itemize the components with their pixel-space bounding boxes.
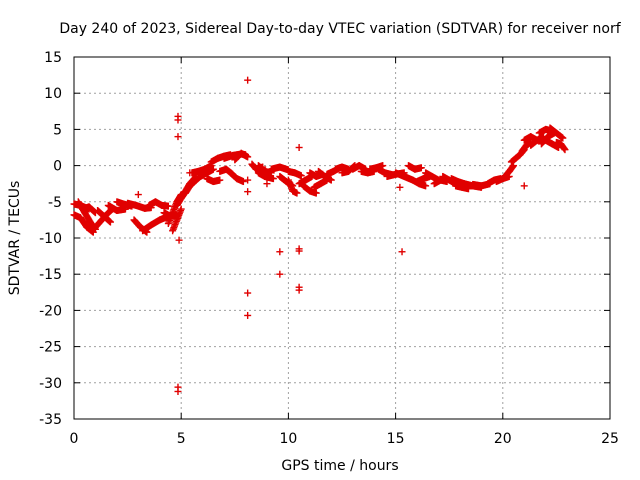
outlier-point xyxy=(174,116,182,124)
outlier-point xyxy=(175,236,183,244)
outlier-point xyxy=(295,144,303,151)
outlier-point xyxy=(520,182,528,190)
outlier-point xyxy=(134,191,142,199)
arc-point xyxy=(561,146,569,154)
x-tick-label: 15 xyxy=(387,431,405,447)
arc-point xyxy=(417,164,425,172)
x-tick-label: 20 xyxy=(494,431,512,447)
x-tick-label: 0 xyxy=(70,431,79,447)
arc-point xyxy=(293,189,301,197)
y-tick-label: 10 xyxy=(44,86,62,102)
chart-title: Day 240 of 2023, Sidereal Day-to-day VTE… xyxy=(59,21,621,37)
outlier-point xyxy=(186,169,194,177)
outlier-point xyxy=(276,270,284,278)
arc-point xyxy=(327,176,335,184)
outlier-point xyxy=(244,176,252,184)
outlier-point xyxy=(396,183,404,191)
arc-point xyxy=(312,189,320,197)
outlier-point xyxy=(398,248,406,256)
arc-point xyxy=(269,175,277,183)
arc-point xyxy=(209,165,217,173)
grid xyxy=(74,57,610,419)
x-axis-ticks: 0 5 10 15 20 25 xyxy=(70,57,619,447)
outlier-point xyxy=(244,188,252,196)
y-tick-label: -25 xyxy=(39,340,62,356)
y-axis-ticks: 15 10 5 0 -5 -10 -15 -20 -25 -30 -35 xyxy=(39,50,610,428)
y-tick-label: 0 xyxy=(53,159,62,175)
outlier-point xyxy=(174,133,182,141)
y-tick-label: -10 xyxy=(39,231,62,247)
y-tick-label: -30 xyxy=(39,376,62,392)
arc-point xyxy=(244,153,252,161)
outlier-point xyxy=(263,180,271,188)
y-tick-label: -5 xyxy=(48,195,62,211)
x-axis-label: GPS time / hours xyxy=(281,458,398,474)
y-tick-label: -35 xyxy=(39,412,62,428)
y-tick-label: -15 xyxy=(39,267,62,283)
x-tick-label: 25 xyxy=(601,431,619,447)
y-axis-label: SDTVAR / TECUs xyxy=(7,181,23,296)
outlier-point xyxy=(244,311,252,319)
x-tick-label: 5 xyxy=(177,431,186,447)
outlier-point xyxy=(295,247,303,255)
arc-point xyxy=(422,182,430,190)
arc-point xyxy=(216,176,224,184)
x-tick-label: 10 xyxy=(279,431,297,447)
y-tick-label: -20 xyxy=(39,303,62,319)
y-tick-label: 5 xyxy=(53,122,62,138)
arc-point xyxy=(559,134,567,142)
outlier-point xyxy=(276,248,284,256)
data-points xyxy=(70,76,569,395)
arc-point xyxy=(164,202,172,210)
arc-point xyxy=(239,178,247,186)
y-tick-label: 15 xyxy=(44,50,62,66)
outlier-point xyxy=(295,286,303,294)
outlier-point xyxy=(174,387,182,395)
outlier-point xyxy=(244,76,252,84)
arc-point xyxy=(297,172,305,180)
arc-point xyxy=(177,205,185,213)
arc-point xyxy=(106,218,114,226)
outlier-point xyxy=(244,289,252,297)
